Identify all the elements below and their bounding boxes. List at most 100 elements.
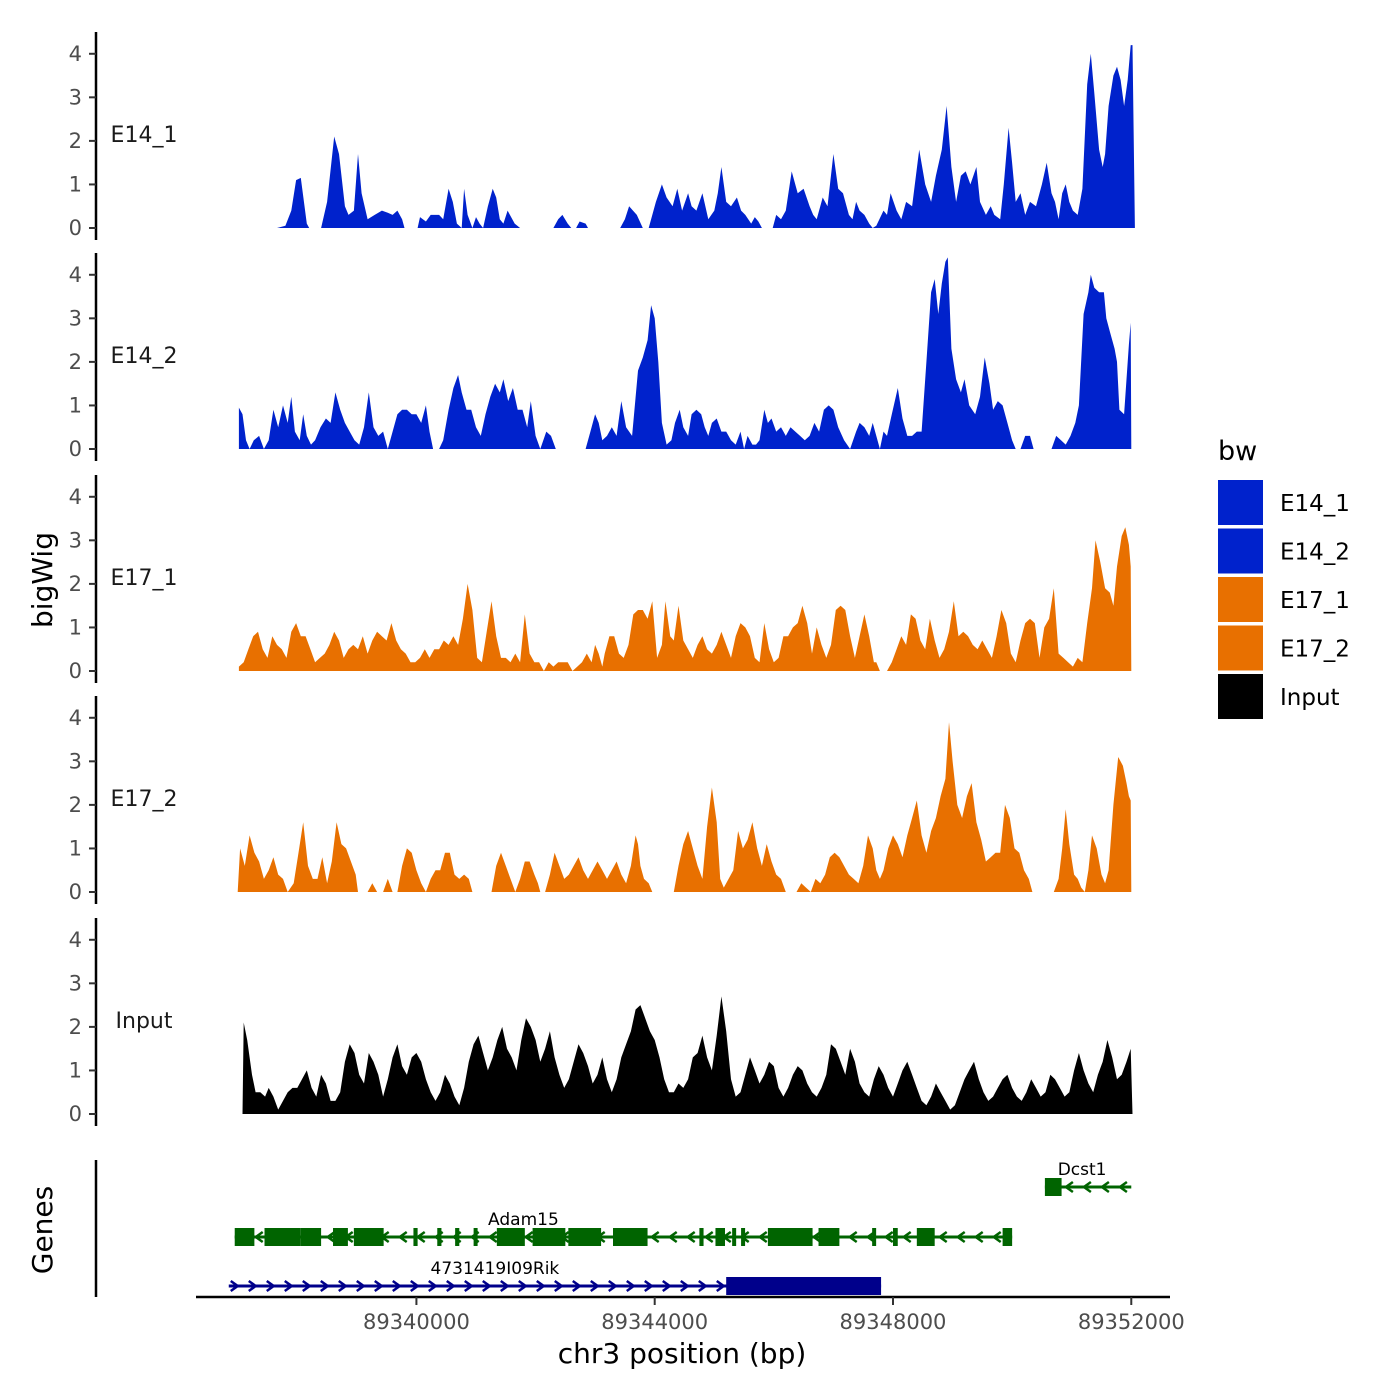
gene-label: 4731419I09Rik — [431, 1259, 560, 1279]
strand-arrow — [590, 1279, 600, 1293]
strand-arrow — [464, 1279, 474, 1293]
strand-arrow — [523, 1230, 534, 1244]
gene-label: Adam15 — [488, 1210, 559, 1230]
y-tick-label: 0 — [69, 880, 82, 904]
legend-label-Input: Input — [1280, 685, 1340, 711]
strand-arrow — [1099, 1180, 1110, 1194]
strand-arrow — [680, 1279, 690, 1293]
y-tick-label: 2 — [69, 350, 82, 374]
y-tick-label: 4 — [69, 706, 82, 730]
y-tick-label: 3 — [69, 306, 82, 330]
strand-arrow — [937, 1230, 948, 1244]
y-tick-label: 3 — [69, 85, 82, 109]
strand-arrow — [230, 1279, 240, 1293]
strand-arrow — [392, 1279, 402, 1293]
y-tick-label: 1 — [69, 1058, 82, 1082]
legend-swatch-E14_1 — [1218, 480, 1263, 525]
y-tick-label: 4 — [69, 263, 82, 287]
coverage-area-E14_2 — [238, 257, 1132, 449]
exon — [1044, 1178, 1062, 1196]
exon — [437, 1228, 442, 1246]
strand-arrow — [608, 1279, 618, 1293]
gene-annotation-track: Dcst1 Adam15 4731419I09Rik — [94, 1160, 1132, 1297]
strand-arrow — [626, 1279, 636, 1293]
coverage-area-E17_1 — [238, 527, 1132, 671]
x-tick-label: 89352000 — [1078, 1310, 1185, 1334]
strand-arrow — [811, 1230, 822, 1244]
y-tick-label: 2 — [69, 129, 82, 153]
strand-arrow — [374, 1279, 384, 1293]
track-label: E17_1 — [111, 566, 178, 591]
exon — [568, 1228, 602, 1246]
strand-arrow — [253, 1230, 264, 1244]
y-tick-label: 4 — [69, 485, 82, 509]
y-tick-label: 0 — [69, 437, 82, 461]
x-tick-label: 89344000 — [601, 1310, 708, 1334]
strand-arrow — [1117, 1180, 1128, 1194]
track-label: E17_2 — [111, 787, 178, 812]
y-tick-label: 2 — [69, 572, 82, 596]
exon — [916, 1228, 935, 1246]
exon — [613, 1228, 648, 1246]
strand-arrow — [901, 1230, 912, 1244]
strand-arrow — [649, 1230, 660, 1244]
exon — [892, 1228, 898, 1246]
strand-arrow — [410, 1279, 420, 1293]
strand-arrow — [1063, 1180, 1074, 1194]
strand-arrow — [415, 1230, 426, 1244]
gene-Adam15: Adam15 — [234, 1210, 1013, 1246]
strand-arrow — [662, 1279, 672, 1293]
strand-arrow — [572, 1279, 582, 1293]
track-Input: 0 1 2 3 4 Input — [69, 918, 1133, 1126]
legend-label-E17_2: E17_2 — [1280, 637, 1350, 663]
strand-arrow — [338, 1279, 348, 1293]
y-tick-label: 3 — [69, 528, 82, 552]
strand-arrow — [973, 1230, 984, 1244]
y-tick-label: 4 — [69, 928, 82, 952]
strand-arrow — [428, 1279, 438, 1293]
track-label: E14_1 — [111, 123, 178, 148]
coverage-area-E17_2 — [237, 722, 1132, 892]
track-label: E14_2 — [111, 344, 178, 369]
legend-swatch-Input — [1218, 674, 1263, 719]
strand-arrow — [397, 1230, 408, 1244]
legend: bw E14_1 E14_2 E17_1 E17_2 Input — [1218, 436, 1350, 719]
strand-arrow — [500, 1279, 510, 1293]
strand-arrow — [356, 1279, 366, 1293]
y-tick-label: 3 — [69, 749, 82, 773]
exon — [726, 1277, 882, 1295]
strand-arrow — [554, 1279, 564, 1293]
strand-arrow — [302, 1279, 312, 1293]
strand-arrow — [1081, 1180, 1092, 1194]
exon — [715, 1228, 725, 1246]
track-E17_2: 0 1 2 3 4 E17_2 — [69, 696, 1132, 904]
strand-arrow — [248, 1279, 258, 1293]
strand-arrow — [482, 1279, 492, 1293]
strand-arrow — [266, 1279, 276, 1293]
strand-arrow — [487, 1230, 498, 1244]
exon — [496, 1228, 525, 1246]
exon — [1002, 1228, 1013, 1246]
y-tick-label: 0 — [69, 1102, 82, 1126]
gene-label: Dcst1 — [1058, 1160, 1107, 1180]
exon — [741, 1228, 746, 1246]
strand-arrow — [667, 1230, 678, 1244]
x-axis-title: chr3 position (bp) — [558, 1337, 807, 1370]
strand-arrow — [991, 1230, 1002, 1244]
exon — [300, 1228, 322, 1246]
y-tick-label: 1 — [69, 615, 82, 639]
y-tick-label: 1 — [69, 836, 82, 860]
legend-title: bw — [1218, 436, 1257, 467]
track-E14_1: 0 1 2 3 4 E14_1 — [69, 32, 1135, 240]
y-tick-label: 2 — [69, 793, 82, 817]
strand-arrow — [955, 1230, 966, 1244]
strand-arrow — [536, 1279, 546, 1293]
y-tick-label: 1 — [69, 393, 82, 417]
strand-arrow — [698, 1279, 708, 1293]
legend-swatch-E14_2 — [1218, 528, 1263, 574]
genes-track-title: Genes — [26, 1186, 59, 1274]
exon — [333, 1228, 348, 1246]
strand-arrow — [644, 1279, 654, 1293]
exon — [353, 1228, 384, 1246]
